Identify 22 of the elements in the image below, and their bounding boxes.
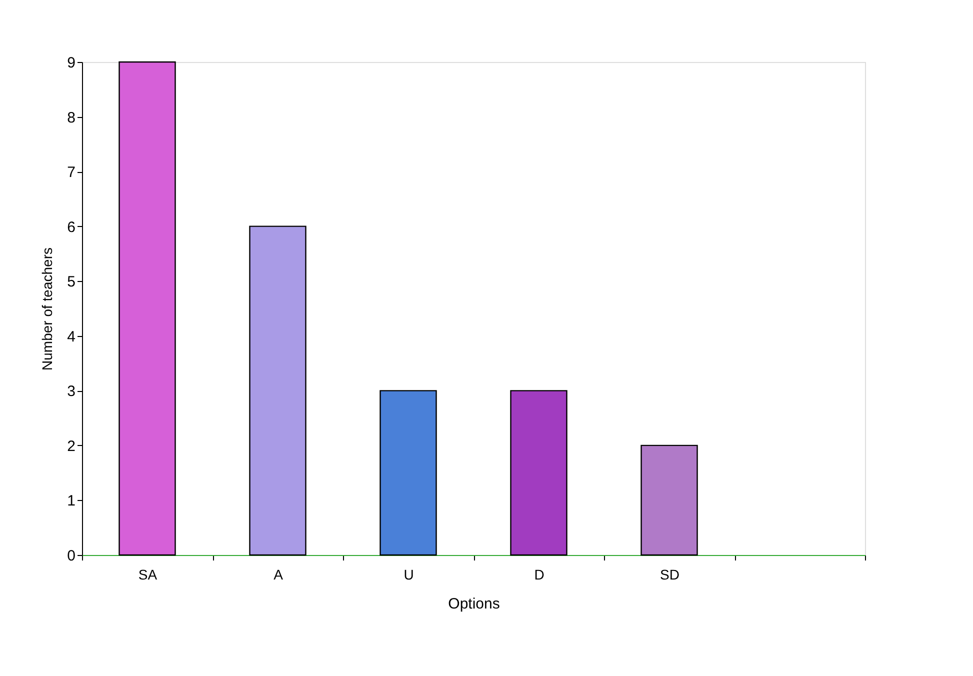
y-tick-label: 3 <box>67 383 76 400</box>
y-tick-label: 5 <box>67 274 76 291</box>
y-axis-title: Number of teachers <box>39 248 56 370</box>
y-tick-label: 0 <box>67 548 76 564</box>
x-axis-title: Options <box>448 596 500 612</box>
x-tick-label: U <box>404 566 414 582</box>
bar <box>249 226 306 556</box>
bar <box>640 444 698 556</box>
x-tick-label: SA <box>138 566 158 582</box>
x-tick-label: A <box>274 566 284 582</box>
bar <box>118 61 176 556</box>
x-tick-label: D <box>534 566 544 582</box>
y-tick-label: 2 <box>67 438 76 455</box>
y-tick-label: 1 <box>67 492 76 510</box>
x-tick-label: SD <box>660 566 680 582</box>
y-tick-label: 6 <box>67 218 76 236</box>
bar <box>380 390 437 556</box>
y-tick-label: 7 <box>67 164 76 182</box>
y-tick-label: 4 <box>67 328 76 346</box>
bar <box>510 390 568 556</box>
y-tick-label: 9 <box>67 54 76 72</box>
y-tick-label: 8 <box>67 109 76 126</box>
